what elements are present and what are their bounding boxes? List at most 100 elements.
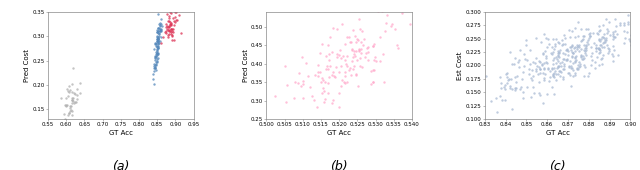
Point [598,41,608,44]
Point [387,22,397,25]
Point [565,46,575,48]
Point [509,57,520,59]
Point [589,66,600,69]
Point [381,22,392,25]
Point [543,68,553,71]
Point [596,44,606,46]
Point [552,49,563,52]
Point [598,24,609,27]
Point [518,71,528,74]
Point [564,59,575,62]
Point [323,44,333,47]
Point [72,98,82,100]
Point [298,82,308,85]
Point [579,64,589,67]
Point [573,49,584,52]
Point [348,29,358,31]
Point [625,40,636,42]
Point [577,39,588,42]
Point [526,96,536,98]
Point [538,79,548,81]
Point [581,28,591,30]
Point [559,63,569,65]
Point [524,62,534,65]
Point [334,92,344,94]
Point [148,72,158,75]
Point [570,60,580,63]
Point [416,33,426,36]
Point [554,42,564,45]
Point [562,57,572,60]
Point [354,50,364,53]
Point [153,38,163,41]
Point [152,34,162,37]
Point [327,102,337,104]
Point [537,64,547,67]
Point [598,54,608,56]
Point [576,55,586,58]
Point [505,87,515,90]
Point [570,58,580,61]
Point [67,91,77,94]
Point [541,62,552,65]
Point [627,39,637,42]
Point [379,80,389,83]
Point [582,39,593,42]
Point [68,66,78,69]
Point [155,21,165,24]
Point [550,43,560,46]
Point [151,42,161,45]
Point [152,45,163,47]
Point [150,59,161,62]
Point [153,26,163,29]
Point [556,65,566,67]
Point [566,66,577,69]
Point [576,40,586,42]
Point [60,104,70,106]
Point [151,63,161,65]
Point [367,81,378,83]
Point [561,59,572,62]
Point [161,30,172,32]
Point [154,40,164,42]
Point [352,58,362,61]
Point [608,60,618,63]
Point [170,11,180,14]
Point [547,59,557,62]
Point [595,48,605,51]
Point [593,46,604,49]
Point [527,79,537,82]
Point [394,47,404,49]
Point [585,32,595,35]
Point [71,101,81,104]
Point [64,112,74,115]
Point [156,30,166,32]
Point [577,57,588,60]
Point [67,105,77,108]
Point [509,88,520,91]
Point [290,81,300,84]
Point [477,97,488,100]
Point [532,73,543,75]
Point [632,15,640,18]
Point [478,91,488,94]
Point [561,37,571,39]
Point [553,60,563,62]
Point [363,58,373,61]
Point [553,52,563,55]
Point [310,73,321,76]
Point [351,73,361,76]
Point [527,69,537,72]
Point [613,54,623,56]
Point [166,35,177,38]
Point [168,17,178,20]
Point [164,30,175,32]
Point [535,93,545,96]
Point [564,74,575,77]
Point [579,35,589,38]
Point [170,19,180,21]
Point [346,40,356,43]
Point [541,61,551,63]
Point [59,113,69,115]
Point [164,17,175,20]
